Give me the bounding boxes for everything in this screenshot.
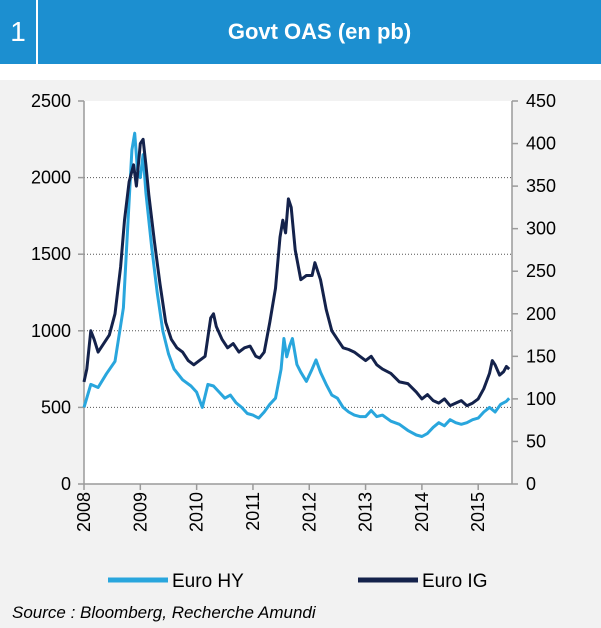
x-tick-label: 2013: [356, 492, 376, 532]
x-tick-label: 2011: [243, 492, 263, 531]
y-left-tick-label: 1500: [31, 244, 71, 264]
axes: [78, 100, 518, 490]
y-right-tick-label: 50: [526, 431, 546, 451]
x-tick-label: 2014: [412, 492, 432, 532]
y-left-tick-label: 2000: [31, 168, 71, 188]
x-tick-label: 2009: [130, 492, 150, 532]
tick-labels: 0 500 1000 1500 2000 2500 0 50 100 150 200 250 300 35…: [31, 91, 556, 532]
y-right-tick-label: 150: [526, 346, 556, 366]
series-line-euro-ig: [82, 137, 511, 408]
y-right-tick-label: 300: [526, 219, 556, 239]
source-note: Source : Bloomberg, Recherche Amundi: [12, 603, 316, 622]
grid-lines: [84, 101, 512, 484]
x-tick-label: 2010: [187, 492, 207, 532]
y-right-tick-label: 450: [526, 91, 556, 111]
y-right-tick-label: 350: [526, 176, 556, 196]
x-tick-label: 2012: [299, 492, 319, 532]
y-left-tick-label: 0: [61, 474, 71, 494]
y-right-tick-label: 250: [526, 261, 556, 281]
chart-title: Govt OAS (en pb): [227, 19, 412, 44]
series-line-euro-hy: [82, 131, 511, 438]
header-separator: [36, 0, 38, 64]
y-right-tick-label: 0: [526, 474, 536, 494]
x-tick-label: 2015: [468, 492, 488, 532]
x-tick-label: 2008: [74, 492, 94, 532]
figure-number: 1: [10, 16, 26, 47]
y-left-tick-label: 500: [41, 397, 71, 417]
legend-label-euro-ig: Euro IG: [422, 571, 487, 592]
y-right-tick-label: 100: [526, 389, 556, 409]
legend-label-euro-hy: Euro HY: [172, 571, 244, 592]
y-left-tick-label: 2500: [31, 91, 71, 111]
header-bar: 1 Govt OAS (en pb): [0, 0, 601, 64]
series-lines: [82, 131, 511, 438]
y-left-tick-label: 1000: [31, 321, 71, 341]
y-right-tick-label: 200: [526, 304, 556, 324]
plot-area: [84, 101, 512, 484]
y-right-tick-label: 400: [526, 134, 556, 154]
legend: Euro HY Euro IG: [108, 571, 487, 592]
